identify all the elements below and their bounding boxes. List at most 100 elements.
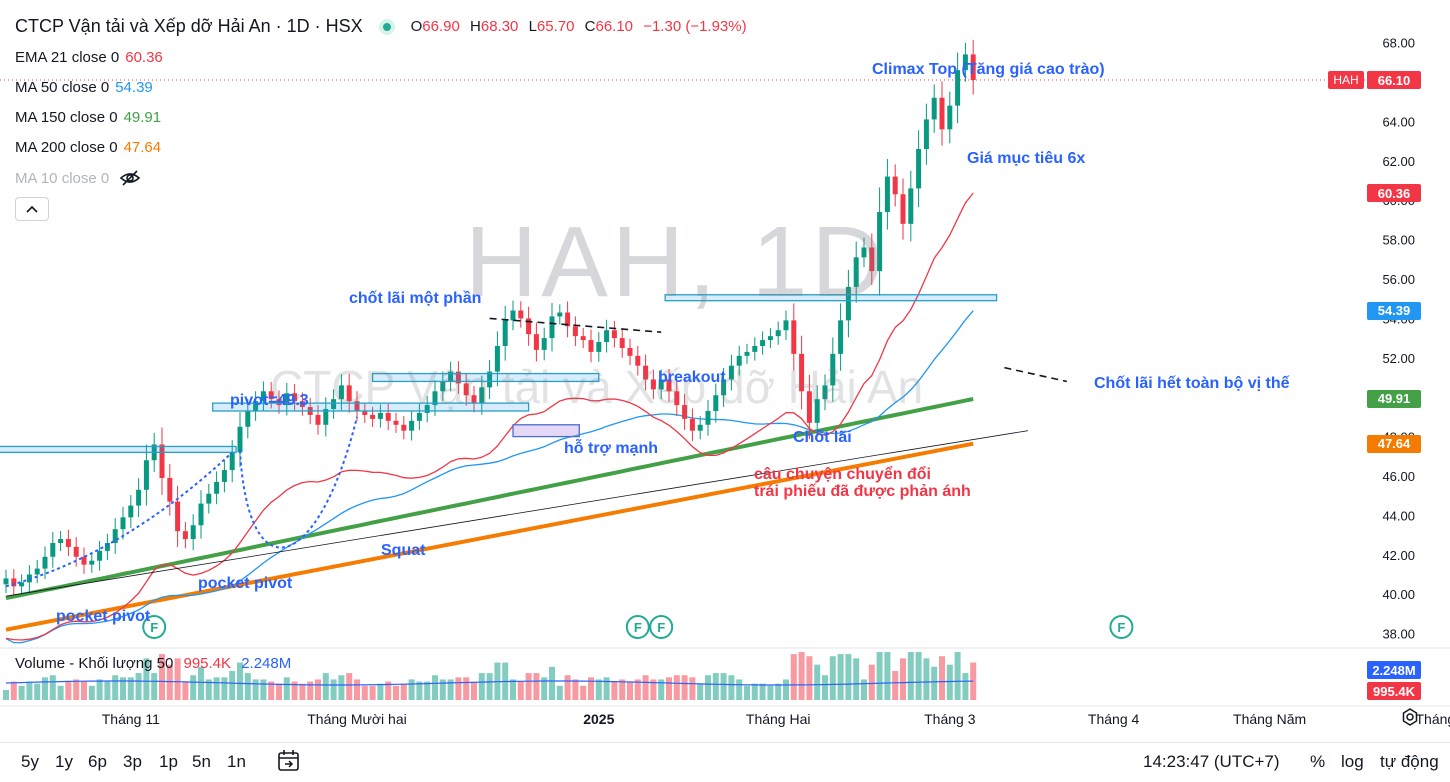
candle: [588, 329, 594, 363]
candle-body: [260, 391, 266, 402]
collapse-legend-button[interactable]: [15, 197, 49, 221]
candle-body: [822, 385, 828, 400]
auto-scale-toggle[interactable]: tự động: [1380, 752, 1439, 771]
candle-body: [721, 379, 727, 396]
event-marker-label: F: [1117, 620, 1125, 635]
volume-bar: [120, 677, 126, 700]
clock-timezone[interactable]: 14:23:47 (UTC+7): [1143, 752, 1280, 771]
candle: [175, 485, 181, 547]
hidden-eye-icon[interactable]: [119, 169, 141, 187]
volume-bar: [549, 666, 555, 700]
candle-body: [198, 503, 204, 526]
candle-body: [206, 493, 212, 504]
candle: [494, 331, 500, 387]
volume-bar: [143, 658, 150, 700]
candle: [299, 392, 305, 416]
candle: [89, 552, 95, 573]
candle-body: [775, 330, 781, 337]
symbol-badge: HAH: [1328, 71, 1364, 89]
volume-bar: [588, 677, 594, 700]
timeframe-3p[interactable]: 3p: [123, 752, 142, 771]
candle: [112, 518, 118, 555]
candle-body: [338, 385, 344, 400]
candle-body: [830, 353, 836, 386]
candle: [65, 529, 71, 557]
candle: [650, 369, 656, 400]
volume-bar: [198, 666, 204, 700]
annotation-partial-profit: chốt lãi một phần: [349, 290, 482, 307]
candle: [596, 332, 602, 362]
candle-body: [167, 477, 173, 502]
candle: [104, 533, 110, 561]
zone-top: [664, 294, 998, 302]
settings-gear-icon[interactable]: [1401, 708, 1419, 726]
candle-body: [892, 176, 898, 195]
candle-body: [128, 505, 134, 518]
volume-bar: [3, 690, 9, 700]
volume-bar: [510, 679, 516, 700]
market-status-icon: [378, 18, 395, 35]
volume-bar: [931, 666, 938, 700]
volume-bar: [915, 652, 922, 700]
candle: [791, 303, 797, 371]
indicator-ema21[interactable]: EMA 21 close 0 60.36: [15, 49, 163, 66]
volume-bar: [361, 685, 368, 700]
volume-bar: [252, 679, 259, 700]
candle-body: [214, 481, 220, 494]
candle: [806, 374, 812, 440]
candle-body: [728, 365, 734, 380]
candle: [908, 170, 914, 242]
indicator-ma10[interactable]: MA 10 close 0: [15, 169, 141, 187]
timeframe-1p[interactable]: 1p: [159, 752, 178, 771]
timeframe-5y[interactable]: 5y: [21, 752, 39, 771]
candle-body: [401, 424, 407, 431]
candle-body: [385, 412, 391, 421]
volume-bar: [845, 654, 852, 700]
timeframe-6p[interactable]: 6p: [88, 752, 107, 771]
timeframe-5n[interactable]: 5n: [192, 752, 211, 771]
candle: [877, 187, 883, 296]
event-marker-icon: F: [649, 615, 674, 639]
volume-legend[interactable]: Volume - Khối lượng 50 995.4K 2.248M: [15, 655, 291, 672]
volume-bar: [10, 681, 17, 700]
candle: [838, 303, 844, 371]
percent-toggle[interactable]: %: [1310, 752, 1326, 771]
timeframe-1y[interactable]: 1y: [55, 752, 73, 771]
annotation-exit-all: Chốt lãi hết toàn bộ vị thế: [1094, 375, 1290, 392]
candle: [658, 369, 664, 400]
candle-body: [81, 556, 87, 565]
indicator-ma50[interactable]: MA 50 close 0 54.39: [15, 79, 153, 96]
volume-bar: [291, 681, 298, 700]
volume-bar: [455, 677, 462, 700]
date-range-icon[interactable]: [277, 749, 301, 773]
candle: [892, 164, 898, 207]
x-tick-label: Tháng 4: [1088, 711, 1140, 727]
candle: [167, 463, 173, 516]
candle-body: [627, 347, 633, 356]
volume-bar: [338, 675, 345, 700]
log-toggle[interactable]: log: [1341, 752, 1364, 771]
timeframe-1n[interactable]: 1n: [227, 752, 246, 771]
candle-body: [229, 452, 235, 471]
high-value: 68.30: [480, 18, 519, 35]
candle-body: [136, 489, 142, 506]
candle: [822, 374, 828, 411]
candle: [245, 399, 251, 439]
candle-body: [432, 391, 438, 406]
y-tick-label: 64.00: [1382, 114, 1415, 129]
y-tick-label: 62.00: [1382, 154, 1415, 169]
candle: [338, 374, 344, 411]
volume-bar: [432, 675, 438, 700]
x-tick-label: Tháng Năm: [1233, 711, 1306, 727]
candle-body: [175, 501, 181, 532]
indicator-ma200[interactable]: MA 200 close 0 47.64: [15, 139, 161, 156]
volume-bar: [439, 679, 446, 700]
indicator-value: 49.91: [123, 109, 162, 126]
candle: [362, 402, 368, 424]
candle-body: [682, 405, 688, 419]
candle: [783, 310, 789, 341]
indicator-ma150[interactable]: MA 150 close 0 49.91: [15, 109, 161, 126]
symbol-title[interactable]: CTCP Vận tải và Xếp dỡ Hải An · 1D · HSX: [15, 16, 363, 36]
volume-bar: [806, 656, 813, 700]
candle-body: [939, 97, 945, 130]
